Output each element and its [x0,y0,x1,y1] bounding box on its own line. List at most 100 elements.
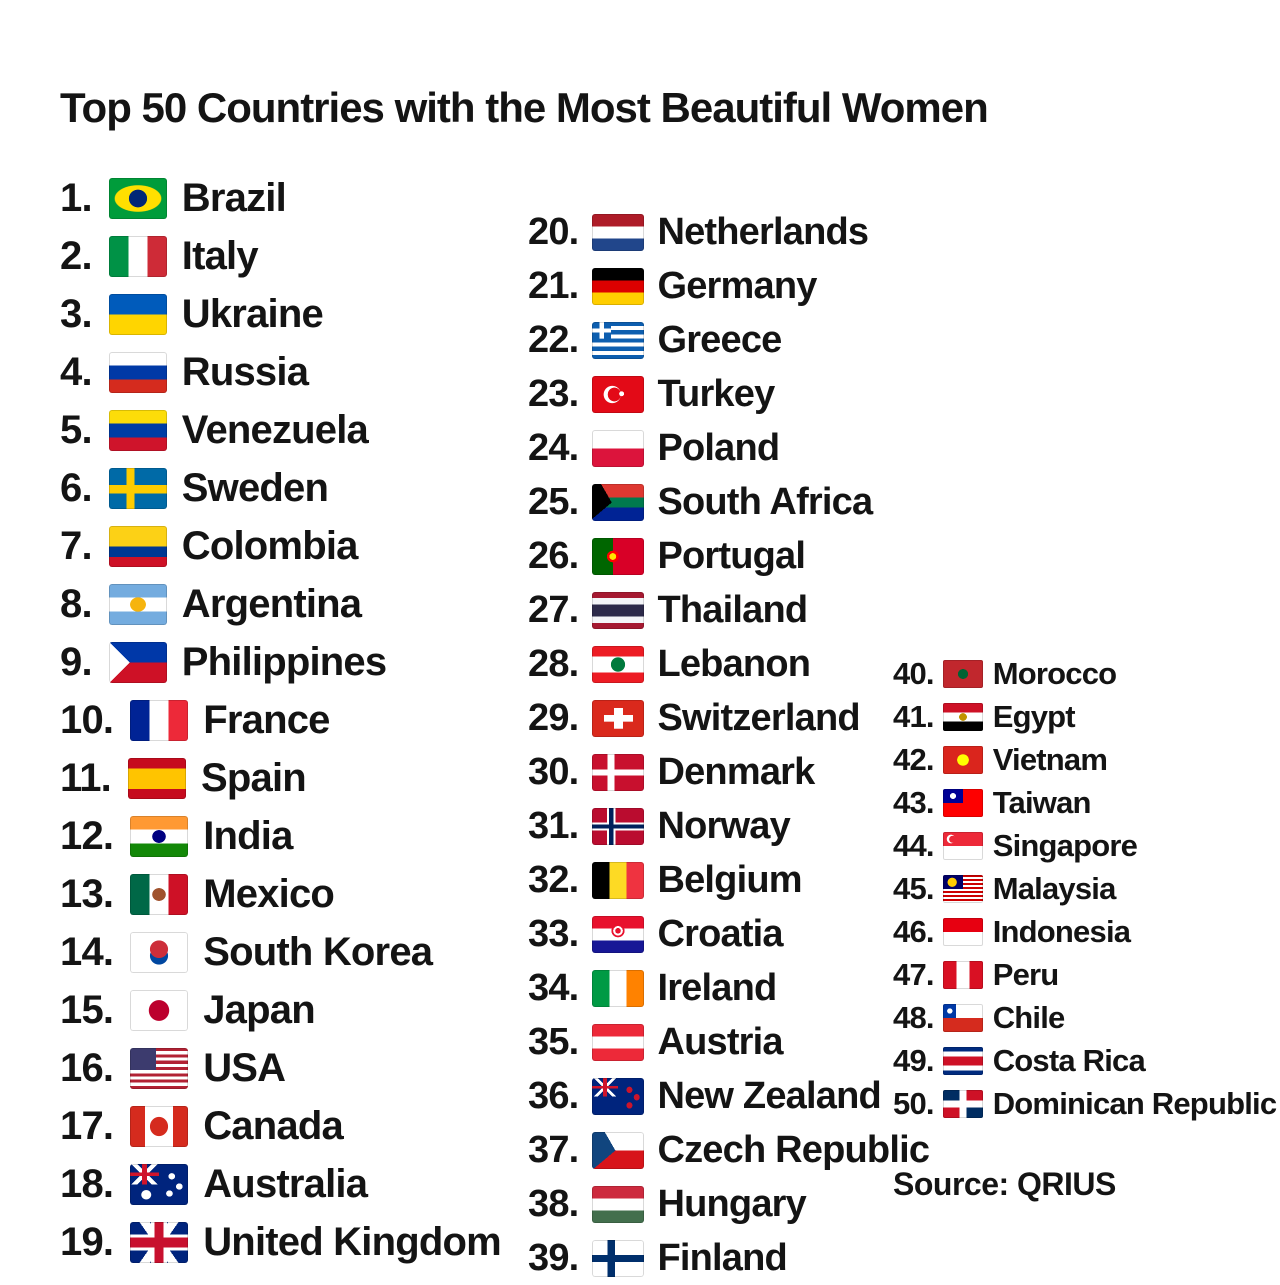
list-item: 18. Australia [60,1155,501,1213]
rank-number: 45. [893,870,934,906]
hungary-flag [592,1185,645,1223]
list-item: 26. Portugal [528,529,929,583]
list-item: 44. Singapore [893,824,1276,867]
rank-number: 32. [528,858,579,901]
list-item: 43. Taiwan [893,781,1276,824]
rank-number: 36. [528,1074,579,1117]
list-item: 15. Japan [60,981,501,1039]
rank-number: 46. [893,913,934,949]
rank-number: 24. [528,426,579,469]
rank-number: 48. [893,999,934,1035]
list-item: 10. France [60,691,501,749]
country-name: Japan [203,987,315,1032]
country-name: Argentina [181,581,362,626]
ranking-column-3: 40. Morocco 41. Egypt 42. Vietnam 43. Ta… [893,652,1277,1125]
country-name: Malaysia [992,870,1117,906]
rank-number: 19. [60,1219,114,1264]
rank-number: 38. [528,1182,579,1225]
finland-flag [592,1239,645,1277]
rank-number: 25. [528,480,579,523]
country-name: France [203,697,330,742]
list-item: 40. Morocco [893,652,1276,695]
philippines-flag [108,641,167,683]
list-item: 22. Greece [528,313,929,367]
list-item: 49. Costa Rica [893,1039,1276,1082]
country-name: Spain [201,755,307,800]
country-name: Philippines [181,639,387,684]
country-name: Denmark [657,750,815,793]
country-name: Colombia [181,523,359,568]
south-africa-flag [592,483,645,521]
country-name: Hungary [657,1182,806,1225]
country-name: Peru [992,956,1060,992]
vietnam-flag [942,745,983,774]
norway-flag [592,807,645,845]
country-name: Ukraine [181,291,324,336]
rank-number: 5. [60,407,93,452]
rank-number: 29. [528,696,579,739]
rank-number: 26. [528,534,579,577]
country-name: United Kingdom [203,1219,501,1264]
peru-flag [942,960,983,989]
sweden-flag [108,467,167,509]
page-title: Top 50 Countries with the Most Beautiful… [60,84,989,132]
netherlands-flag [592,213,645,251]
rank-number: 2. [60,233,93,278]
singapore-flag [942,831,983,860]
lebanon-flag [592,645,645,683]
rank-number: 7. [60,523,93,568]
canada-flag [130,1105,189,1147]
brazil-flag [108,177,167,219]
list-item: 38. Hungary [528,1177,929,1231]
united-kingdom-flag [130,1221,189,1263]
russia-flag [108,351,167,393]
list-item: 3. Ukraine [60,285,501,343]
rank-number: 49. [893,1042,934,1078]
egypt-flag [942,702,983,731]
rank-number: 23. [528,372,579,415]
rank-number: 47. [893,956,934,992]
list-item: 36. New Zealand [528,1069,929,1123]
rank-number: 28. [528,642,579,685]
list-item: 45. Malaysia [893,867,1276,910]
country-name: Thailand [657,588,808,631]
malaysia-flag [942,874,983,903]
rank-number: 30. [528,750,579,793]
south-korea-flag [130,931,189,973]
rank-number: 12. [60,813,114,858]
country-name: Mexico [203,871,335,916]
france-flag [130,699,189,741]
country-name: Czech Republic [657,1128,930,1171]
germany-flag [592,267,645,305]
country-name: Germany [657,264,817,307]
indonesia-flag [942,917,983,946]
country-name: Chile [992,999,1066,1035]
country-name: Norway [657,804,790,847]
list-item: 16. USA [60,1039,501,1097]
rank-number: 9. [60,639,93,684]
country-name: Australia [203,1161,368,1206]
country-name: South Korea [203,929,433,974]
ranking-column-1: 1. Brazil 2. Italy 3. Ukraine 4. Russia … [60,169,502,1271]
country-name: Poland [657,426,780,469]
rank-number: 34. [528,966,579,1009]
list-item: 32. Belgium [528,853,929,907]
country-name: USA [203,1045,286,1090]
japan-flag [130,989,189,1031]
list-item: 7. Colombia [60,517,501,575]
venezuela-flag [108,409,167,451]
country-name: Russia [181,349,309,394]
list-item: 35. Austria [528,1015,929,1069]
rank-number: 13. [60,871,114,916]
country-name: Belgium [657,858,802,901]
austria-flag [592,1023,645,1061]
country-name: Egypt [992,698,1076,734]
list-item: 29. Switzerland [528,691,929,745]
spain-flag [128,757,186,799]
rank-number: 27. [528,588,579,631]
list-item: 27. Thailand [528,583,929,637]
rank-number: 43. [893,784,934,820]
belgium-flag [592,861,645,899]
rank-number: 18. [60,1161,114,1206]
list-item: 50. Dominican Republic [893,1082,1277,1125]
